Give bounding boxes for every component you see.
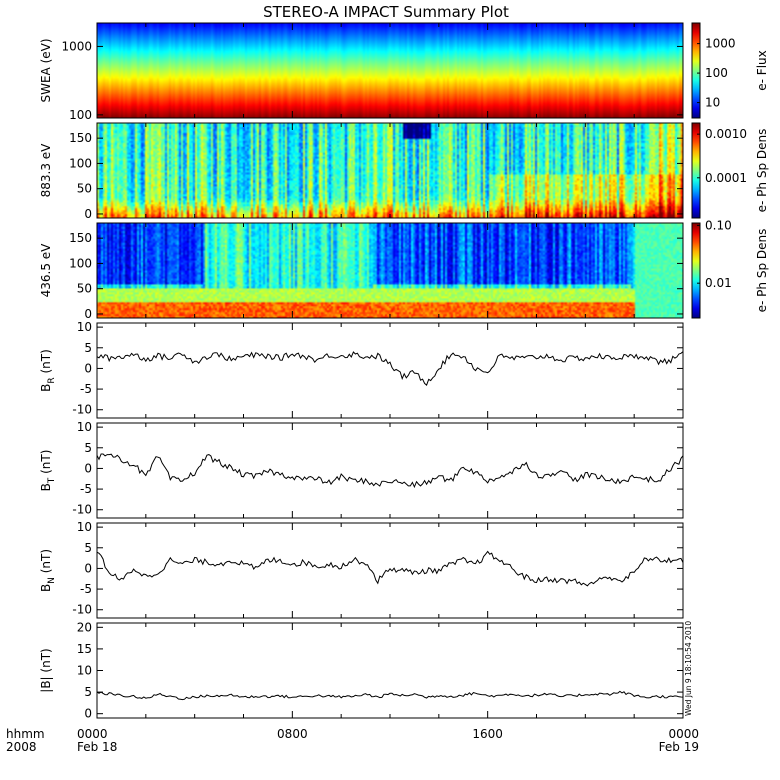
y-tick-label: 10 [77, 420, 92, 434]
y-tick-label: 100 [69, 256, 92, 270]
colorbar-tick-label: 0.01 [705, 276, 732, 290]
y-tick-label: 50 [77, 282, 92, 296]
y-tick-label: 100 [69, 108, 92, 122]
time-axis-label-hhmm: hhmm [6, 727, 45, 741]
colorbar-pad436 [691, 222, 701, 319]
y-tick-label: 0 [84, 361, 92, 375]
y-tick-label: 0 [84, 461, 92, 475]
plot-title: STEREO-A IMPACT Summary Plot [263, 3, 509, 21]
panel-bt: 10 5 0 -5 -10 BT (nT) [39, 420, 684, 519]
time-tick-date: Feb 18 [77, 740, 117, 754]
time-tick-label: 0000 [668, 727, 699, 741]
panel-pad436: 0.01 0.10 e- Ph Sp Dens 0 50 100 150 436.5 eV [39, 218, 769, 321]
panel-swea: 10 100 1000 e- Flux 100 1000 SWEA (eV) [39, 22, 769, 122]
y-tick-label: 15 [77, 642, 92, 656]
y-tick-label: 5 [84, 685, 92, 699]
colorbar-label: e- Ph Sp Dens [755, 129, 769, 213]
panel-br: 10 5 0 -5 -10 BR (nT) [39, 320, 684, 419]
y-tick-label: -10 [72, 603, 92, 617]
y-tick-label: 100 [69, 156, 92, 170]
y-axis-label: |B| (nT) [39, 648, 53, 692]
y-tick-label: 10 [77, 320, 92, 334]
y-tick-label: 10 [77, 520, 92, 534]
y-tick-label: 50 [77, 182, 92, 196]
panel-frame [96, 322, 684, 419]
colorbar-pad883 [691, 122, 701, 219]
time-tick-date: Feb 19 [659, 740, 699, 754]
panel-frame [96, 522, 684, 619]
y-tick-label: 10 [77, 664, 92, 678]
series-line-br [96, 351, 684, 386]
colorbar-tick-label: 0.0001 [705, 171, 747, 185]
series-line-bmag [96, 690, 684, 701]
panel-bmag: 20 15 10 5 0 |B| (nT) [39, 620, 684, 721]
y-tick-label: 5 [84, 541, 92, 555]
spectrogram-swea [97, 23, 683, 118]
time-axis-label-year: 2008 [6, 740, 37, 754]
y-tick-label: 150 [69, 131, 92, 145]
y-tick-label: 5 [84, 441, 92, 455]
y-axis-label: BT (nT) [39, 450, 57, 492]
y-tick-label: 0 [84, 307, 92, 321]
colorbar-label: e- Ph Sp Dens [755, 229, 769, 313]
colorbar-tick-label: 10 [705, 96, 720, 110]
y-tick-label: -10 [72, 403, 92, 417]
y-axis-label: BR (nT) [39, 349, 57, 392]
y-tick-label: 0 [84, 707, 92, 721]
y-tick-label: -5 [80, 582, 92, 596]
panel-frame [96, 422, 684, 519]
y-tick-label: 20 [77, 620, 92, 634]
colorbar-tick-label: 100 [705, 66, 728, 80]
colorbar-tick-label: 0.10 [705, 218, 732, 232]
time-tick-label: 0800 [277, 727, 308, 741]
panel-pad883: 0.0001 0.0010 e- Ph Sp Dens 0 50 100 150 883.3 … [39, 122, 769, 221]
y-tick-label: 0 [84, 207, 92, 221]
spectrogram-pad436 [97, 223, 683, 318]
colorbar-swea [691, 22, 701, 119]
y-tick-label: -10 [72, 503, 92, 517]
y-tick-label: 150 [69, 231, 92, 245]
y-tick-label: 5 [84, 341, 92, 355]
colorbar-label: e- Flux [755, 50, 769, 90]
y-axis-label: BN (nT) [39, 549, 57, 592]
y-axis-label: 883.3 eV [39, 143, 53, 198]
colorbar-tick-label: 1000 [705, 37, 736, 51]
panel-frame [96, 622, 684, 719]
time-tick-label: 1600 [472, 727, 503, 741]
y-tick-label: -5 [80, 482, 92, 496]
panel-bn: 10 5 0 -5 -10 BN (nT) [39, 520, 684, 619]
colorbar-tick-label: 0.0010 [705, 127, 747, 141]
series-line-bt [96, 453, 684, 489]
time-tick-label: 0000 [77, 727, 108, 741]
y-tick-label: 0 [84, 561, 92, 575]
series-line-bn [96, 550, 684, 587]
y-tick-label: -5 [80, 382, 92, 396]
spectrogram-pad883 [97, 123, 683, 218]
generation-timestamp: Wed Jun 9 18:10:54 2010 [684, 621, 693, 716]
y-tick-label: 1000 [61, 39, 92, 53]
y-axis-label: 436.5 eV [39, 243, 53, 298]
y-axis-label: SWEA (eV) [39, 38, 53, 102]
